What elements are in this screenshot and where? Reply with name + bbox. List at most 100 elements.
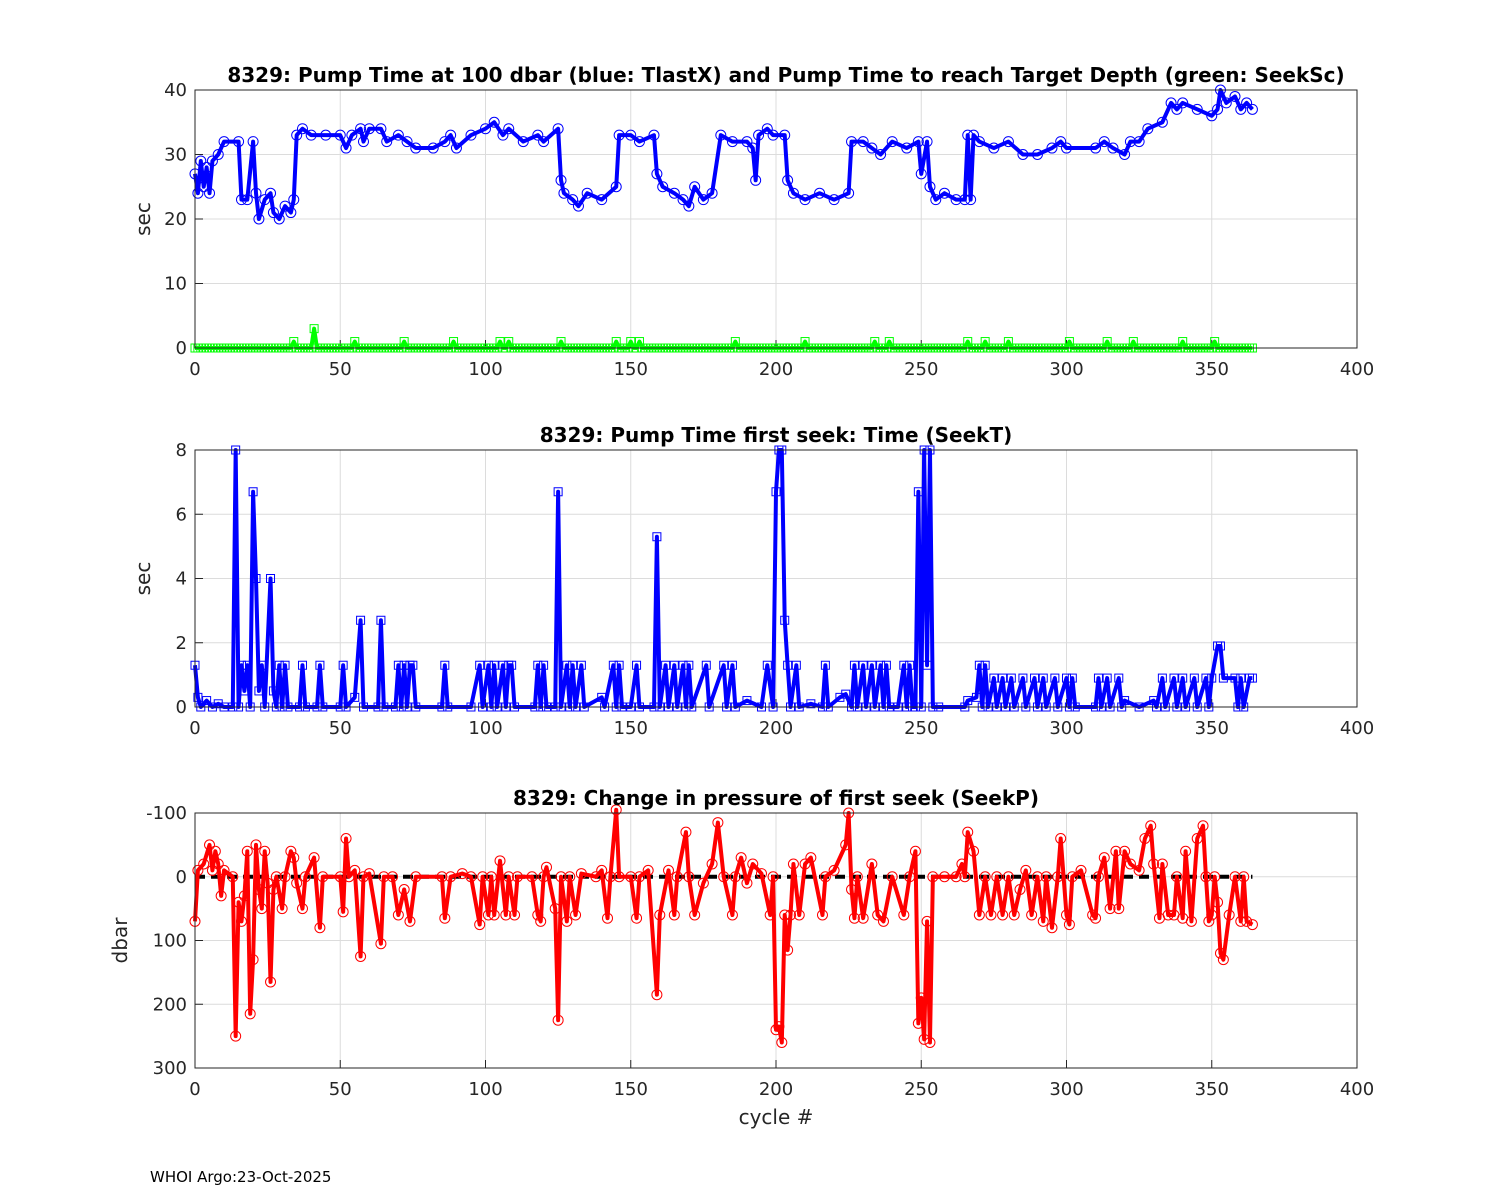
- data-point: [378, 871, 390, 883]
- data-point: [651, 168, 663, 180]
- data-point: [206, 155, 218, 167]
- data-point: [253, 884, 265, 895]
- data-point: [613, 129, 625, 141]
- data-point: [474, 919, 486, 931]
- data-point: [247, 954, 259, 966]
- data-point: [209, 845, 221, 857]
- data-point: [356, 615, 366, 625]
- y-tick-label: 40: [164, 80, 187, 101]
- data-point: [642, 864, 654, 876]
- data-point: [1235, 103, 1247, 115]
- data-point: [532, 129, 544, 141]
- data-point: [270, 871, 282, 883]
- data-point: [668, 187, 680, 199]
- data-point: [956, 858, 968, 870]
- data-point: [227, 871, 239, 883]
- data-point: [375, 938, 387, 950]
- data-point: [291, 877, 303, 889]
- data-point: [1128, 337, 1138, 347]
- data-point: [235, 915, 247, 927]
- chart-title: 8329: Pump Time first seek: Time (SeekT): [540, 423, 1013, 447]
- data-point: [1236, 673, 1246, 683]
- series-seekp: [189, 804, 1258, 1048]
- data-point: [392, 129, 404, 141]
- y-tick-label: 30: [164, 145, 187, 166]
- data-point: [192, 864, 204, 876]
- data-point: [747, 858, 759, 870]
- data-point: [846, 136, 858, 148]
- data-point: [265, 187, 277, 199]
- data-point: [697, 877, 709, 889]
- data-point: [556, 337, 566, 347]
- data-point: [337, 906, 349, 918]
- data-point: [610, 181, 622, 193]
- data-point: [922, 660, 932, 670]
- x-tick-label: 250: [904, 1079, 938, 1100]
- data-point: [633, 871, 645, 883]
- data-point: [212, 858, 224, 870]
- data-point: [963, 337, 973, 347]
- data-point: [997, 909, 1009, 921]
- data-point: [848, 912, 860, 924]
- data-point: [1014, 884, 1026, 895]
- data-point: [570, 909, 582, 921]
- data-point: [741, 136, 753, 148]
- data-point: [376, 615, 386, 625]
- data-point: [212, 149, 224, 160]
- data-point: [1119, 845, 1131, 857]
- data-point: [971, 692, 981, 702]
- data-point: [250, 839, 262, 851]
- data-point: [706, 187, 718, 199]
- data-point: [533, 660, 543, 670]
- data-point: [626, 337, 636, 347]
- data-point: [735, 852, 747, 864]
- data-point: [572, 200, 584, 212]
- data-point: [1008, 909, 1020, 921]
- data-point: [654, 909, 666, 921]
- data-point: [266, 574, 276, 583]
- data-point: [671, 871, 683, 883]
- data-point: [921, 915, 933, 927]
- data-point: [651, 989, 663, 1001]
- data-point: [427, 142, 439, 154]
- data-point: [1177, 97, 1189, 109]
- data-point: [1102, 337, 1112, 347]
- data-point: [613, 871, 625, 883]
- data-point: [1003, 337, 1013, 347]
- data-point: [912, 1017, 924, 1029]
- data-point: [254, 686, 264, 696]
- y-axis-label: dbar: [108, 917, 132, 964]
- data-point: [614, 660, 624, 670]
- data-point: [625, 871, 637, 883]
- data-point: [532, 909, 544, 921]
- data-point: [218, 136, 230, 148]
- y-axis-label: sec: [131, 202, 155, 236]
- data-point: [979, 871, 991, 883]
- data-point: [238, 890, 250, 902]
- data-point: [1238, 871, 1250, 883]
- data-point: [555, 174, 567, 186]
- data-point: [750, 174, 762, 186]
- data-point: [517, 136, 529, 148]
- data-point: [1120, 696, 1130, 706]
- data-point: [701, 660, 711, 670]
- data-point: [439, 912, 451, 924]
- data-point: [1092, 871, 1104, 883]
- x-tick-label: 100: [468, 1079, 502, 1100]
- data-point: [1018, 673, 1028, 683]
- data-point: [1185, 915, 1197, 927]
- data-point: [267, 884, 279, 895]
- data-point: [343, 871, 355, 883]
- data-point: [762, 660, 772, 670]
- data-point: [963, 696, 973, 706]
- data-point: [268, 686, 278, 696]
- data-point: [334, 129, 346, 141]
- data-point: [285, 207, 297, 219]
- x-tick-label: 300: [1049, 359, 1083, 380]
- data-point: [631, 912, 643, 924]
- data-point: [1006, 673, 1016, 683]
- data-point: [901, 142, 913, 154]
- data-point: [568, 660, 578, 670]
- data-point: [904, 871, 916, 883]
- plot-seek-pressure: 0 50 100 150 200 250 300 350 400 -100 0 100 200 300 83…: [108, 786, 1374, 1129]
